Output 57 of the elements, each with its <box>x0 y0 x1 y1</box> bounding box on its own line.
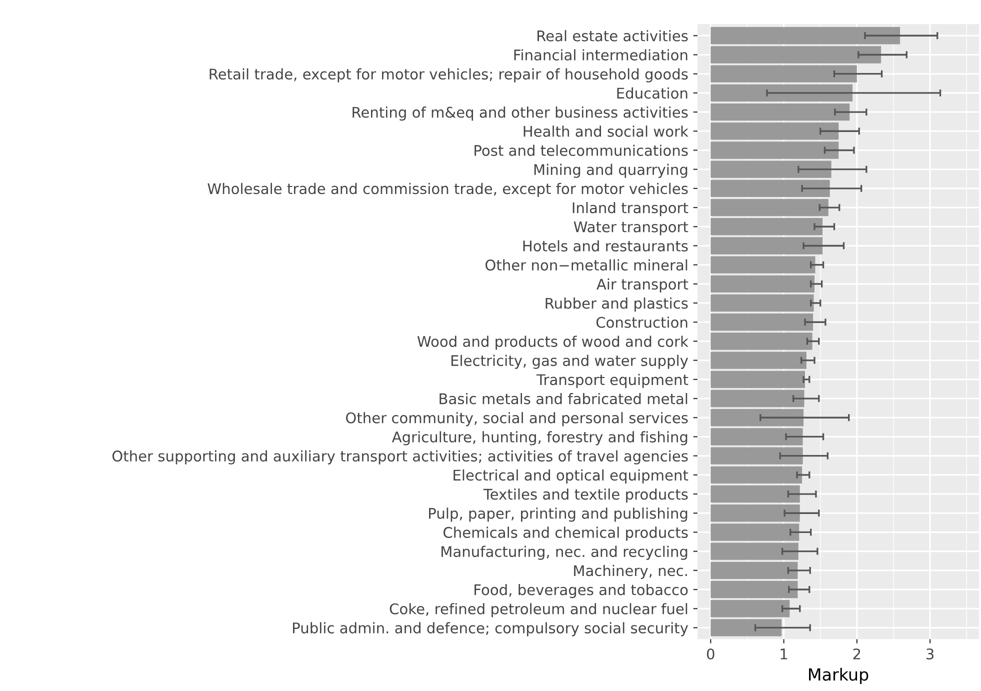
bar <box>710 619 782 636</box>
x-tick-label: 2 <box>853 648 860 660</box>
bar <box>710 600 790 618</box>
bar <box>710 122 839 140</box>
y-tick-label: Mining and quarrying <box>534 164 688 178</box>
bar <box>710 314 814 331</box>
bar <box>710 370 805 388</box>
y-tick-label: Chemicals and chemical products <box>444 526 688 541</box>
bar <box>710 27 900 44</box>
bar <box>710 485 800 503</box>
y-tick-label: Construction <box>596 316 688 328</box>
y-tick-label: Textiles and textile products <box>483 488 688 503</box>
y-tick-label: Manufacturing, nec. and recycling <box>442 546 688 560</box>
y-tick-label: Wholesale trade and commission trade, except for motor vehicles <box>208 182 688 198</box>
y-tick-label: Health and social work <box>524 126 688 137</box>
y-tick-label: Renting of m&eq and other business activities <box>352 106 688 121</box>
bar <box>710 198 828 216</box>
x-tick-label: 0 <box>706 648 714 660</box>
y-tick-label: Electricity, gas and water supply <box>451 354 688 369</box>
bar <box>710 504 800 522</box>
y-tick-label: Financial intermediation <box>514 49 688 60</box>
y-tick-label: Hotels and restaurants <box>523 240 688 252</box>
y-tick-label: Basic metals and fabricated metal <box>440 392 688 404</box>
y-tick-label: Agriculture, hunting, forestry and fishing <box>392 431 688 446</box>
bar <box>710 294 814 312</box>
y-tick-label: Pulp, paper, printing and publishing <box>429 508 688 522</box>
y-tick-label: Food, beverages and tobacco <box>474 584 688 598</box>
bar <box>710 409 804 426</box>
y-tick-label: Coke, refined petroleum and nuclear fuel <box>390 603 688 618</box>
bar <box>710 103 850 121</box>
y-tick-label: Water transport <box>574 222 688 236</box>
y-tick-label: Wood and products of wood and cork <box>417 336 688 350</box>
y-tick-label: Machinery, nec. <box>574 564 687 579</box>
x-axis-title: Markup <box>809 668 868 684</box>
bar <box>710 180 830 198</box>
bar <box>710 466 802 484</box>
bar <box>710 580 798 598</box>
y-tick-label: Other supporting and auxiliary transport activities; activities of travel agencies <box>112 450 688 464</box>
y-tick-label: Education <box>617 87 688 99</box>
y-tick-label: Inland transport <box>572 202 688 216</box>
y-tick-label: Transport equipment <box>536 374 688 388</box>
x-tick-label: 3 <box>926 648 934 660</box>
bar <box>710 84 853 102</box>
y-tick-label: Real estate activities <box>538 30 688 42</box>
bar <box>710 390 804 408</box>
y-tick-label: Other community, social and personal services <box>346 412 688 426</box>
y-tick-label: Public admin. and defence; compulsory social security <box>293 622 688 636</box>
y-tick-label: Retail trade, except for motor vehicles; repair of household goods <box>210 68 688 82</box>
y-tick-label: Air transport <box>596 278 688 293</box>
bar <box>710 275 814 293</box>
y-tick-label: Other non−metallic mineral <box>486 259 688 271</box>
y-tick-label: Post and telecommunications <box>474 144 688 156</box>
bar <box>710 218 823 236</box>
y-tick-label: Rubber and plastics <box>546 297 688 312</box>
x-tick-label: 1 <box>780 648 788 660</box>
y-tick-label: Electrical and optical equipment <box>454 469 688 484</box>
bar <box>710 562 798 580</box>
